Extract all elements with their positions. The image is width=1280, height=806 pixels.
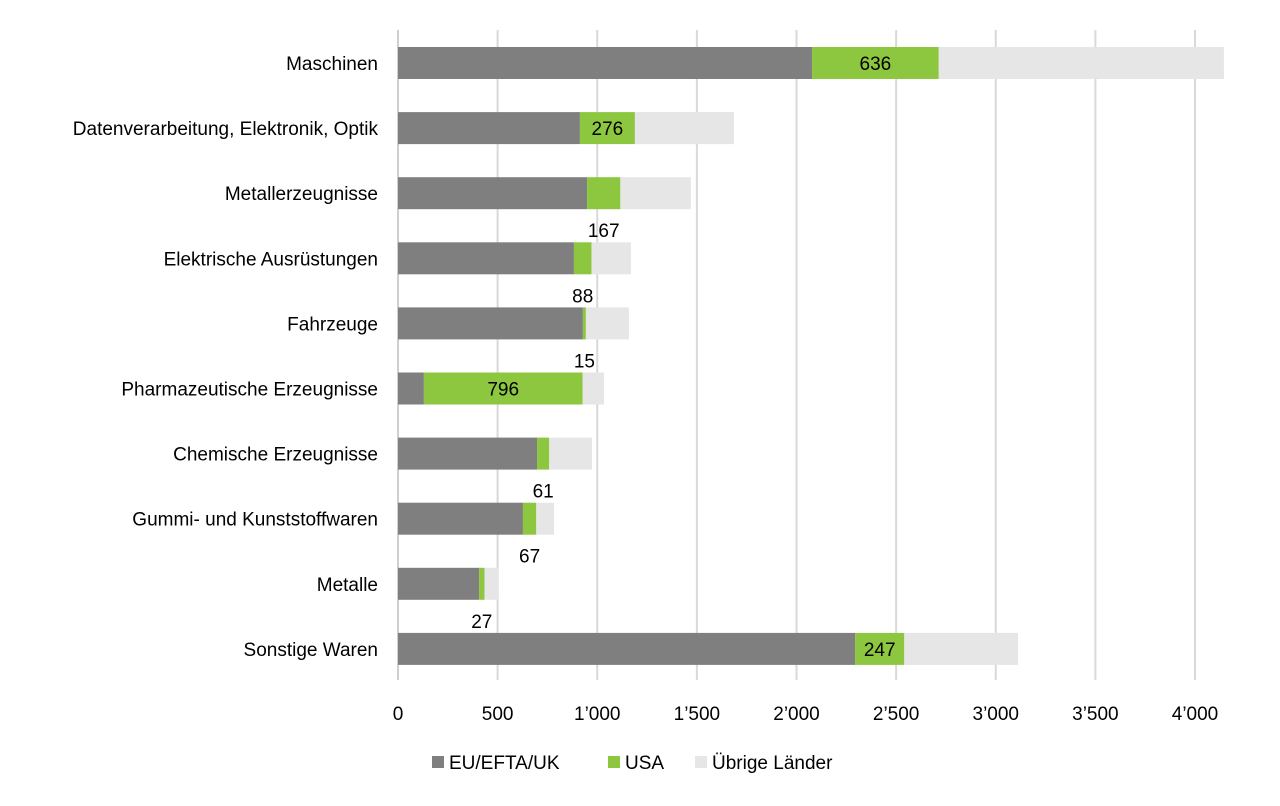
bar--brige-l-nder — [585, 307, 629, 340]
category-label: Metallerzeugnisse — [225, 184, 378, 205]
bar-eu-efta-uk — [398, 632, 856, 665]
bar-eu-efta-uk — [398, 47, 813, 79]
bar-usa — [423, 372, 583, 405]
usa-data-label: 276 — [592, 119, 624, 140]
x-tick-label: 500 — [482, 704, 514, 725]
bar-usa — [579, 112, 635, 145]
legend: EU/EFTA/UK USA Übrige Länder — [432, 753, 833, 774]
category-label: Sonstige Waren — [244, 640, 378, 661]
bar-eu-efta-uk — [398, 242, 574, 275]
bar-usa — [582, 307, 586, 340]
bar-usa — [537, 437, 550, 470]
x-tick-label: 2’000 — [773, 704, 820, 725]
bar-usa — [573, 242, 592, 275]
bar-usa — [812, 47, 939, 79]
x-tick-label: 3’500 — [1072, 704, 1119, 725]
x-tick-label: 4’000 — [1172, 704, 1219, 725]
usa-data-label: 247 — [864, 640, 896, 661]
bar--brige-l-nder — [620, 177, 691, 210]
category-label: Elektrische Ausrüstungen — [164, 249, 378, 270]
bar--brige-l-nder — [938, 47, 1224, 79]
bar-eu-efta-uk — [398, 437, 538, 470]
usa-data-label: 67 — [519, 547, 540, 568]
legend-label: Übrige Länder — [712, 753, 833, 774]
category-label: Metalle — [317, 575, 378, 596]
usa-data-label: 636 — [860, 54, 892, 75]
legend-swatch — [608, 756, 620, 768]
bar-usa — [479, 567, 485, 600]
x-tick-label: 1’500 — [674, 704, 721, 725]
bar-eu-efta-uk — [398, 502, 523, 535]
x-tick-label: 0 — [393, 704, 404, 725]
category-label: Chemische Erzeugnisse — [173, 445, 378, 466]
legend-swatch — [695, 756, 707, 768]
x-tick-label: 2’500 — [873, 704, 920, 725]
bar--brige-l-nder — [536, 502, 555, 535]
legend-label: USA — [625, 753, 664, 774]
bar--brige-l-nder — [904, 632, 1019, 665]
bars: 636 276 167 88 15 796 61 67 27 247 — [398, 47, 1224, 665]
bar--brige-l-nder — [582, 372, 605, 405]
category-label: Datenverarbeitung, Elektronik, Optik — [73, 119, 379, 140]
bar-usa — [522, 502, 537, 535]
bar-eu-efta-uk — [398, 112, 580, 145]
legend-label: EU/EFTA/UK — [449, 753, 560, 774]
category-label: Fahrzeuge — [287, 314, 378, 335]
category-label: Pharmazeutische Erzeugnisse — [121, 380, 378, 401]
bar--brige-l-nder — [484, 567, 499, 600]
bar-eu-efta-uk — [398, 307, 583, 340]
x-tick-label: 1’000 — [574, 704, 621, 725]
usa-data-label: 61 — [533, 482, 554, 503]
category-labels: Maschinen Datenverarbeitung, Elektronik, … — [73, 54, 379, 661]
bar-usa — [855, 632, 905, 665]
usa-data-label: 167 — [588, 221, 620, 242]
usa-data-label: 88 — [572, 286, 593, 307]
usa-data-label: 796 — [487, 380, 519, 401]
bar--brige-l-nder — [549, 437, 593, 470]
x-tick-labels: 0 500 1’000 1’500 2’000 2’500 3’000 3’500 4’000 — [393, 704, 1219, 725]
bar-usa — [587, 177, 621, 210]
x-tick-label: 3’000 — [973, 704, 1020, 725]
bar-eu-efta-uk — [398, 177, 588, 210]
usa-data-label: 15 — [574, 351, 595, 372]
legend-swatch — [432, 756, 444, 768]
category-label: Maschinen — [286, 54, 378, 75]
bar--brige-l-nder — [591, 242, 631, 275]
bar--brige-l-nder — [634, 112, 734, 145]
bar-eu-efta-uk — [398, 372, 424, 405]
usa-data-label: 27 — [471, 612, 492, 633]
category-label: Gummi- und Kunststoffwaren — [132, 510, 378, 531]
bar-eu-efta-uk — [398, 567, 480, 600]
